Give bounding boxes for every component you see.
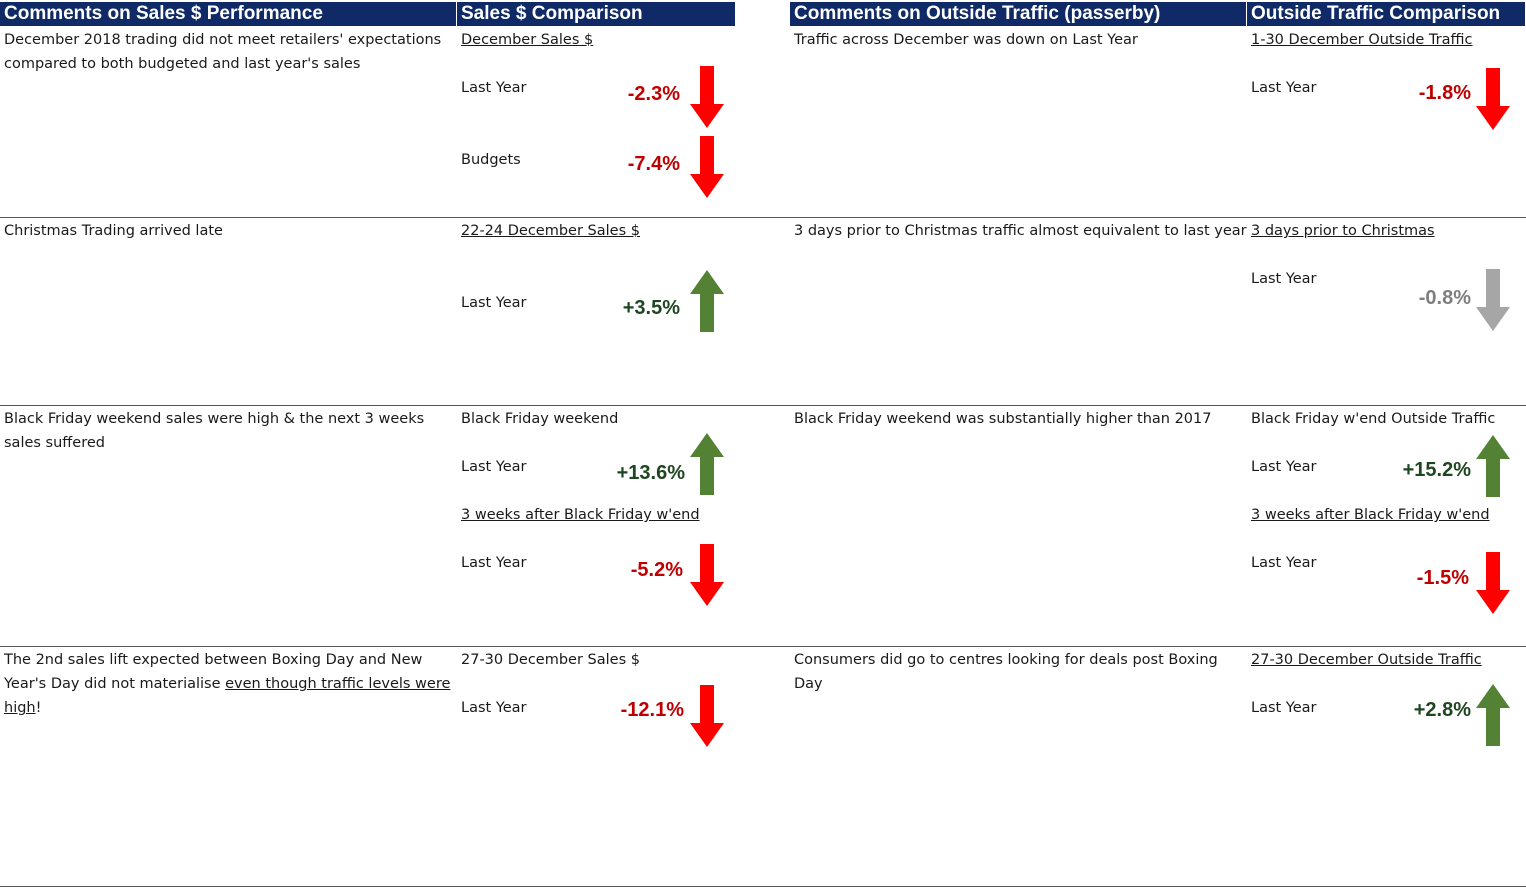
metric-label: Last Year bbox=[461, 700, 527, 716]
arrow-up-icon bbox=[1476, 684, 1510, 746]
metric-label: Budgets bbox=[461, 152, 521, 168]
traffic-comment: Consumers did go to centres looking for … bbox=[794, 652, 1218, 692]
sales-comment-text: The 2nd sales lift expected between Boxi… bbox=[4, 652, 423, 692]
sales-section-title: 27-30 December Sales $ bbox=[461, 652, 640, 668]
sales-comment: December 2018 trading did not meet retai… bbox=[4, 32, 442, 72]
section-divider bbox=[0, 405, 1526, 406]
sales-section-subtitle: 3 weeks after Black Friday w'end bbox=[461, 507, 700, 523]
metric-label: Last Year bbox=[1251, 700, 1317, 716]
header-traffic-comments: Comments on Outside Traffic (passerby) bbox=[790, 2, 1246, 26]
metric-value: -1.5% bbox=[1416, 567, 1469, 589]
section-divider bbox=[0, 217, 1526, 218]
metric-value: +3.5% bbox=[622, 297, 680, 319]
section-divider bbox=[0, 886, 1526, 887]
arrow-up-icon bbox=[690, 433, 724, 495]
traffic-comment: Traffic across December was down on Last… bbox=[794, 32, 1138, 48]
arrow-down-icon bbox=[690, 66, 724, 128]
metric-value: -1.8% bbox=[1418, 82, 1471, 104]
arrow-up-icon bbox=[690, 270, 724, 332]
metric-value: -5.2% bbox=[630, 559, 683, 581]
metric-label: Last Year bbox=[1251, 271, 1317, 287]
metric-label: Last Year bbox=[461, 80, 527, 96]
sales-comment-emphasis: even though traffic levels were high bbox=[4, 676, 451, 716]
sales-section-title: December Sales $ bbox=[461, 32, 594, 48]
arrow-down-icon bbox=[1476, 269, 1510, 331]
sales-section-title: Black Friday weekend bbox=[461, 411, 619, 427]
traffic-section-title: 3 days prior to Christmas bbox=[1251, 223, 1435, 239]
traffic-comment: 3 days prior to Christmas traffic almost… bbox=[794, 223, 1247, 239]
sales-comment: Black Friday weekend sales were high & t… bbox=[4, 411, 425, 451]
metric-label: Last Year bbox=[461, 555, 527, 571]
traffic-comment: Black Friday weekend was substantially h… bbox=[794, 411, 1212, 427]
header-sales-comparison: Sales $ Comparison bbox=[457, 2, 735, 26]
arrow-down-icon bbox=[1476, 552, 1510, 614]
metric-value: -2.3% bbox=[627, 83, 680, 105]
metric-value: -12.1% bbox=[620, 699, 684, 721]
metric-value: -7.4% bbox=[627, 153, 680, 175]
arrow-down-icon bbox=[1476, 68, 1510, 130]
metric-label: Last Year bbox=[1251, 80, 1317, 96]
metric-label: Last Year bbox=[461, 295, 527, 311]
sales-comment: The 2nd sales lift expected between Boxi… bbox=[4, 648, 456, 720]
sales-section-title: 22-24 December Sales $ bbox=[461, 223, 640, 239]
header-traffic-comparison: Outside Traffic Comparison bbox=[1247, 2, 1525, 26]
metric-label: Last Year bbox=[1251, 555, 1317, 571]
metric-label: Last Year bbox=[461, 459, 527, 475]
sales-comment: Christmas Trading arrived late bbox=[4, 223, 223, 239]
metric-value: +13.6% bbox=[616, 462, 685, 484]
metric-label: Last Year bbox=[1251, 459, 1317, 475]
arrow-up-icon bbox=[1476, 435, 1510, 497]
traffic-section-title: 27-30 December Outside Traffic bbox=[1251, 652, 1482, 668]
traffic-section-subtitle: 3 weeks after Black Friday w'end bbox=[1251, 507, 1490, 523]
section-divider bbox=[0, 646, 1526, 647]
arrow-down-icon bbox=[690, 544, 724, 606]
traffic-section-title: Black Friday w'end Outside Traffic bbox=[1251, 411, 1496, 427]
arrow-down-icon bbox=[690, 136, 724, 198]
metric-value: -0.8% bbox=[1418, 287, 1471, 309]
sales-comment-end: ! bbox=[35, 700, 42, 716]
metric-value: +2.8% bbox=[1413, 699, 1471, 721]
arrow-down-icon bbox=[690, 685, 724, 747]
header-sales-comments: Comments on Sales $ Performance bbox=[0, 2, 456, 26]
traffic-section-title: 1-30 December Outside Traffic bbox=[1251, 32, 1473, 48]
metric-value: +15.2% bbox=[1402, 459, 1471, 481]
